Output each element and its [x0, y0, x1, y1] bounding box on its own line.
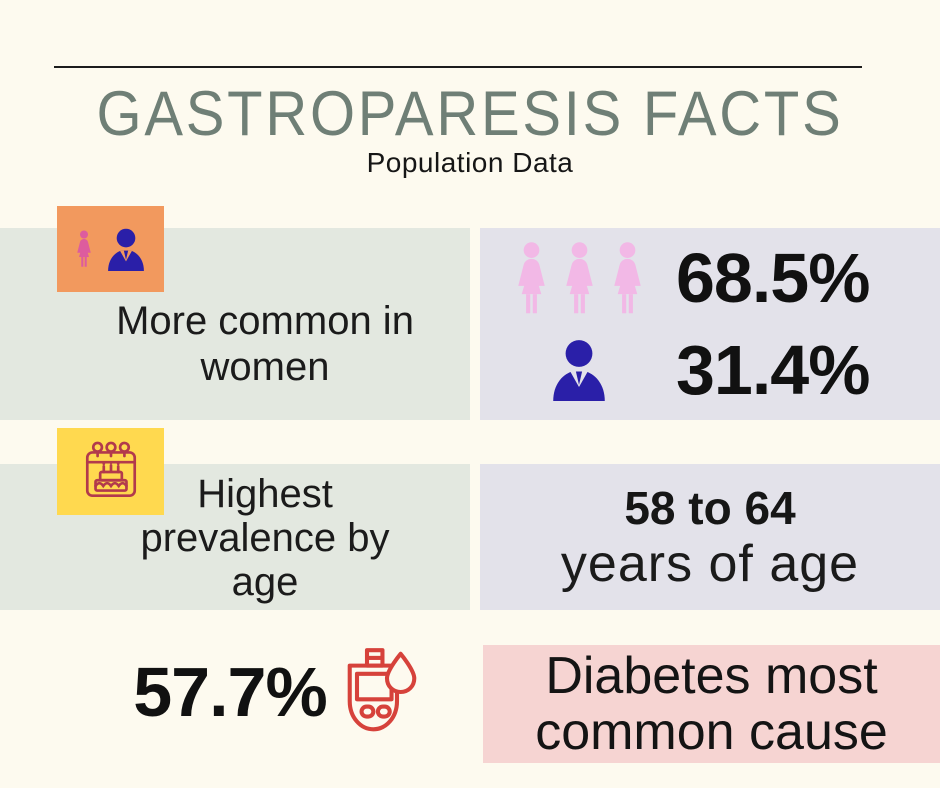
woman-man-icon-tile — [57, 206, 164, 292]
age-range-value: 58 to 64 — [624, 482, 796, 534]
fact-women-label-line2: women — [200, 345, 330, 389]
man-icon — [108, 228, 144, 271]
stat-value-women: 68.5% — [676, 239, 870, 317]
women-group-icon — [504, 241, 654, 316]
fact-women-label-line1: More common in — [116, 299, 414, 343]
fact-women-stats-block: 68.5% 31.4% — [480, 228, 940, 420]
stat-row-women: 68.5% — [504, 235, 940, 321]
fact-cause-label-block: Diabetes most common cause — [483, 645, 940, 763]
fact-age-value-block: 58 to 64 years of age — [480, 464, 940, 610]
glucose-meter-icon — [347, 648, 417, 732]
woman-icon — [565, 241, 593, 313]
birthday-calendar-icon — [85, 441, 136, 497]
stat-value-men: 31.4% — [676, 331, 870, 409]
fact-age-label: Highest prevalence by age — [68, 472, 462, 604]
fact-age-label-line3: age — [231, 560, 299, 604]
fact-cause-value: 57.7% — [133, 653, 327, 731]
page-title: GASTROPARESIS FACTS — [96, 79, 844, 149]
fact-age-label-line2: prevalence by — [140, 516, 390, 560]
age-range-unit: years of age — [560, 535, 860, 593]
woman-icon — [77, 230, 91, 267]
birthday-calendar-icon-tile — [57, 428, 164, 515]
stat-row-men: 31.4% — [504, 327, 940, 413]
man-icon-wrap — [504, 339, 654, 401]
woman-icon — [613, 241, 641, 313]
fact-age-label-line1: Highest — [197, 472, 333, 516]
page-subtitle: Population Data — [366, 147, 574, 178]
fact-cause-label-line2: common cause — [535, 703, 888, 761]
man-icon — [553, 340, 605, 401]
fact-women-label-block: More common in women — [0, 228, 470, 420]
fact-cause-value-group: 57.7% — [0, 634, 470, 750]
fact-age-label-block: Highest prevalence by age — [0, 464, 470, 610]
header-divider — [54, 66, 862, 68]
woman-icon — [517, 241, 545, 313]
fact-cause-label-line1: Diabetes most — [545, 647, 878, 705]
fact-women-label: More common in women — [68, 298, 462, 390]
